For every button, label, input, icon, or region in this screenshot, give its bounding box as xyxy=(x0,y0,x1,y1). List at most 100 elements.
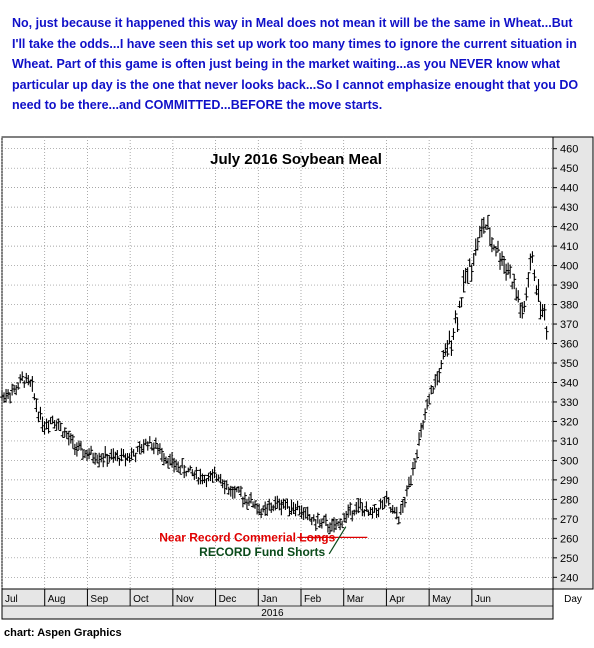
y-tick-label: 400 xyxy=(560,261,578,273)
price-bar xyxy=(412,458,417,469)
price-bar xyxy=(242,492,247,505)
y-tick-label: 410 xyxy=(560,241,578,253)
commentary-box: No, just because it happened this way in… xyxy=(0,0,594,132)
y-tick-label: 300 xyxy=(560,455,578,467)
price-bar xyxy=(516,290,521,303)
price-bar xyxy=(20,371,25,382)
price-bar xyxy=(544,326,549,340)
chart-source: chart: Aspen Graphics xyxy=(4,627,122,639)
price-bar xyxy=(62,427,67,438)
price-bar xyxy=(364,501,369,512)
price-bar xyxy=(133,452,138,463)
price-bar xyxy=(119,448,124,462)
price-bar xyxy=(93,452,98,465)
x-tick-label: May xyxy=(432,594,451,605)
price-bar xyxy=(186,467,191,473)
price-bar xyxy=(423,408,428,421)
price-bar xyxy=(58,422,63,432)
y-tick-label: 280 xyxy=(560,494,578,506)
price-bar xyxy=(441,349,446,360)
price-bar xyxy=(532,269,537,282)
price-bar xyxy=(159,447,164,462)
price-bar xyxy=(145,441,150,451)
y-tick-label: 270 xyxy=(560,514,578,526)
price-bar xyxy=(8,392,13,404)
price-bar xyxy=(194,466,199,479)
price-bar xyxy=(147,436,152,444)
price-bar xyxy=(34,398,39,413)
price-bar xyxy=(16,382,21,390)
price-bar xyxy=(334,519,339,530)
y-tick-label: 290 xyxy=(560,475,578,487)
price-bar xyxy=(80,449,85,460)
price-bar xyxy=(469,264,474,282)
price-bar xyxy=(502,255,507,274)
price-bar xyxy=(323,513,328,526)
price-bar xyxy=(340,520,345,529)
x-axis-panel xyxy=(1,588,554,620)
price-bar xyxy=(427,393,432,405)
price-bar xyxy=(536,279,541,302)
price-bar xyxy=(224,480,229,490)
y-tick-label: 340 xyxy=(560,377,578,389)
price-bar xyxy=(212,466,217,479)
price-bar xyxy=(178,465,183,475)
price-bar xyxy=(166,457,171,469)
price-bar xyxy=(475,237,480,251)
x-tick-label: Sep xyxy=(90,594,108,605)
y-tick-label: 420 xyxy=(560,222,578,234)
y-tick-label: 310 xyxy=(560,436,578,448)
price-bar xyxy=(376,507,381,518)
annotation-commercial-longs: Near Record Commerial Longs xyxy=(159,530,335,544)
price-bar xyxy=(66,430,71,446)
price-bar xyxy=(402,496,407,508)
price-bar xyxy=(338,518,343,531)
price-bar xyxy=(415,449,420,460)
price-bar xyxy=(137,441,142,455)
price-bar xyxy=(408,475,413,486)
price-bar xyxy=(445,340,450,357)
price-bar xyxy=(105,453,110,467)
price-bar xyxy=(396,516,401,525)
x-tick-label: Mar xyxy=(347,594,365,605)
y-tick-label: 260 xyxy=(560,533,578,545)
price-bar xyxy=(70,434,75,449)
price-bar xyxy=(520,302,525,319)
price-bar xyxy=(496,240,501,253)
price-bar xyxy=(348,502,353,516)
chart-title: July 2016 Soybean Meal xyxy=(210,151,382,168)
price-bar xyxy=(46,420,51,434)
price-bar xyxy=(449,340,454,356)
y-tick-label: 450 xyxy=(560,163,578,175)
price-bar xyxy=(89,445,94,455)
y-tick-label: 250 xyxy=(560,553,578,565)
price-bar xyxy=(404,485,409,497)
price-bar xyxy=(315,512,320,524)
price-bar xyxy=(180,458,185,469)
price-bar xyxy=(406,476,411,488)
price-bar xyxy=(249,492,254,504)
price-bar xyxy=(101,453,106,468)
price-bar xyxy=(431,386,436,394)
price-bar xyxy=(451,328,456,340)
price-bar xyxy=(439,360,444,370)
y-tick-label: 330 xyxy=(560,397,578,409)
price-bar xyxy=(22,380,27,388)
price-bar xyxy=(421,420,426,430)
price-bar xyxy=(129,447,134,460)
price-bar xyxy=(210,469,215,483)
y-tick-label: 350 xyxy=(560,358,578,370)
price-bar xyxy=(78,440,83,451)
price-bar xyxy=(524,287,529,301)
price-bar xyxy=(30,376,35,392)
price-bar xyxy=(508,264,513,279)
y-tick-label: 320 xyxy=(560,416,578,428)
price-bar xyxy=(74,442,79,457)
price-bar xyxy=(366,510,371,517)
price-bar xyxy=(522,300,527,313)
price-bar xyxy=(485,214,490,230)
price-bar xyxy=(127,453,132,463)
price-bar xyxy=(56,418,61,430)
price-bar xyxy=(489,237,494,253)
price-bar xyxy=(459,297,464,308)
